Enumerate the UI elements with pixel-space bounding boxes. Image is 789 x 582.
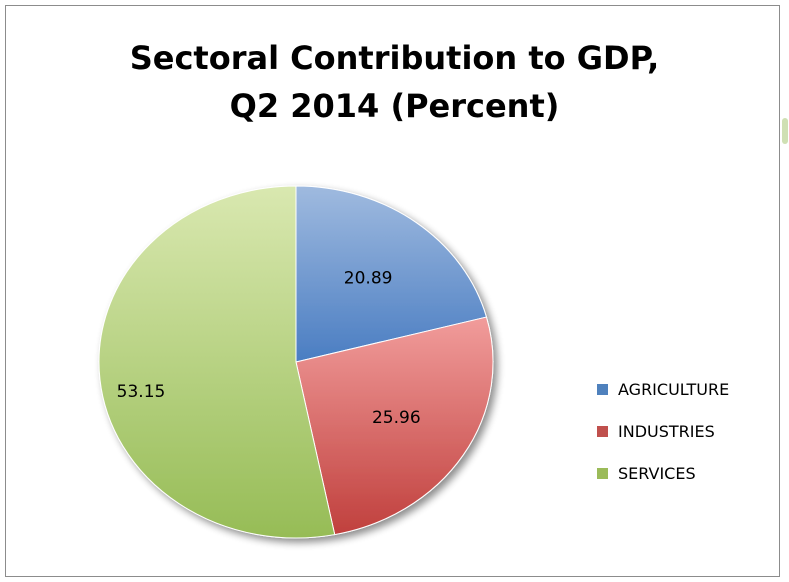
legend-item-industries: INDUSTRIES [597, 410, 729, 452]
pie-slice-agriculture [295, 185, 488, 363]
data-label-agriculture: 20.89 [344, 268, 393, 288]
pie-slice-industries [295, 316, 494, 536]
legend: AGRICULTURE INDUSTRIES SERVICES [597, 368, 729, 494]
legend-swatch-industries [597, 425, 608, 437]
legend-label-industries: INDUSTRIES [618, 421, 715, 441]
legend-label-services: SERVICES [618, 463, 696, 483]
legend-item-services: SERVICES [597, 452, 729, 494]
data-label-services: 53.15 [117, 382, 166, 402]
data-label-industries: 25.96 [372, 408, 421, 428]
chart-title-line-1: Sectoral Contribution to GDP, [129, 39, 660, 77]
legend-item-agriculture: AGRICULTURE [597, 368, 729, 410]
edge-decoration [782, 118, 788, 144]
legend-swatch-services [597, 467, 608, 479]
chart-title-line-2: Q2 2014 (Percent) [229, 87, 560, 125]
pie-slice-services [98, 185, 336, 539]
legend-label-agriculture: AGRICULTURE [618, 379, 730, 399]
legend-swatch-agriculture [597, 383, 608, 395]
